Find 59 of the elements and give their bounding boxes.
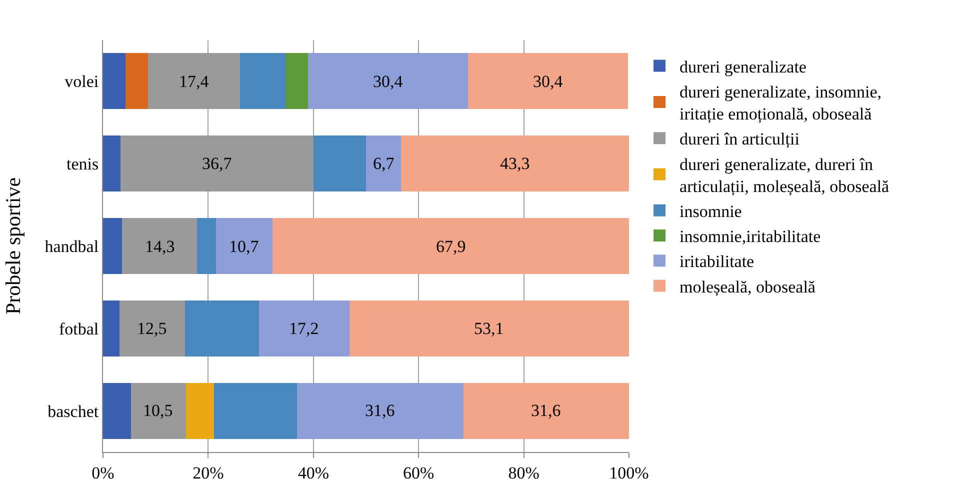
data-label: 30,4	[533, 72, 564, 91]
legend-label: dureri în articulții	[680, 130, 800, 149]
x-tick-label: 20%	[192, 463, 224, 482]
bar	[463, 382, 629, 439]
x-tick-label: 100%	[609, 463, 649, 482]
y-tick-label: volei	[64, 72, 99, 92]
bar	[119, 300, 186, 356]
data-label: 36,7	[202, 154, 232, 173]
bar	[350, 300, 629, 356]
y-tick-label: tenis	[66, 154, 99, 174]
legend-label: insomnie	[680, 202, 742, 222]
bar	[103, 300, 120, 356]
bar	[286, 53, 308, 110]
y-tick-label: handbal	[44, 236, 99, 256]
y-tick-label: baschet	[48, 402, 99, 421]
bar	[103, 53, 126, 110]
bar	[259, 300, 350, 356]
bar	[308, 53, 468, 110]
data-label: 17,2	[289, 319, 319, 338]
legend-label: iritabilitate	[680, 252, 754, 272]
bar	[214, 382, 298, 439]
bar	[240, 53, 286, 110]
bar	[103, 218, 122, 274]
y-axis-title: Probele sportive	[0, 177, 25, 315]
data-label: 17,4	[179, 72, 210, 91]
bar	[103, 136, 120, 192]
bar	[313, 136, 366, 192]
bar	[122, 218, 198, 274]
bar	[185, 300, 260, 356]
data-label: 10,7	[229, 237, 260, 256]
bar	[186, 382, 214, 439]
data-label: 14,3	[145, 237, 175, 256]
bar	[197, 218, 216, 274]
x-tick-label: 0%	[92, 463, 114, 482]
bar	[126, 53, 148, 110]
data-label: 12,5	[137, 319, 167, 338]
data-label: 10,5	[143, 401, 173, 420]
data-label: 6,7	[373, 154, 395, 173]
x-tick-label: 60%	[403, 463, 434, 482]
data-label: 67,9	[436, 237, 466, 256]
bar	[401, 136, 629, 192]
legend-label: insomnie,iritabilitate	[680, 227, 821, 246]
y-tick-label: fotbal	[58, 319, 99, 338]
x-tick-label: 40%	[298, 463, 329, 482]
data-label: 31,6	[531, 401, 561, 420]
bar	[468, 53, 628, 110]
bar	[130, 382, 186, 439]
data-label: 30,4	[373, 72, 404, 91]
bar	[297, 382, 464, 439]
legend-label: dureri generalizate	[680, 57, 806, 76]
legend-label: moleșeală, oboseală	[680, 277, 816, 296]
x-tick-label: 80%	[508, 463, 540, 482]
bar	[366, 136, 402, 192]
bar	[272, 218, 629, 274]
data-label: 31,6	[365, 401, 395, 420]
data-label: 43,3	[500, 154, 530, 173]
bar	[103, 382, 131, 439]
bar	[216, 218, 272, 274]
data-label: 53,1	[474, 319, 504, 338]
